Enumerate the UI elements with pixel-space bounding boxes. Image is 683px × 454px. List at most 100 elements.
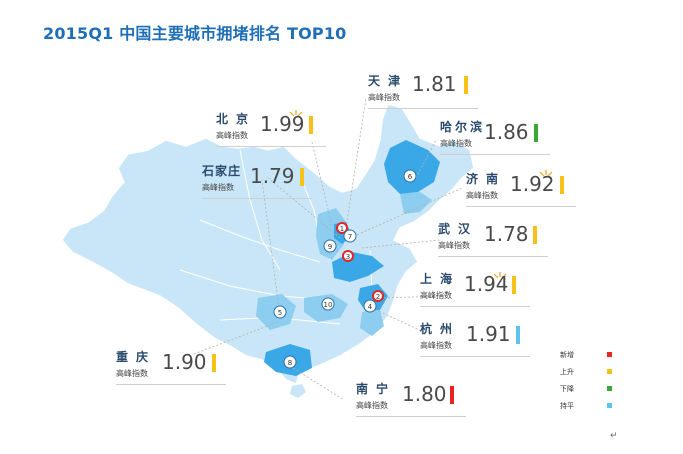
- legend-label: 新增: [560, 351, 574, 359]
- region-zhejiang: [360, 310, 384, 336]
- index-label: 高峰指数: [438, 241, 470, 250]
- index-value: 1.92: [510, 172, 555, 196]
- city-name: 杭州: [420, 322, 461, 336]
- divider: [420, 306, 530, 307]
- map-pins: 1 7 3 9 6 2 4 10 5 8: [273, 169, 417, 369]
- pin-8: 8: [283, 355, 297, 369]
- city-name: 武汉: [438, 222, 479, 236]
- legend-label: 上升: [560, 368, 574, 376]
- region-hebei: [316, 208, 346, 260]
- city-name: 上海: [420, 272, 461, 286]
- svg-text:6: 6: [408, 173, 413, 181]
- legend-label: 下降: [560, 385, 574, 393]
- svg-text:10: 10: [324, 301, 333, 309]
- pin-9: 9: [323, 239, 337, 253]
- status-bar: [450, 386, 454, 404]
- legend-label: 持平: [560, 402, 574, 410]
- card-nanning: 南宁 高峰指数 1.80: [356, 378, 466, 417]
- divider: [466, 206, 576, 207]
- region-jilin: [400, 192, 432, 214]
- status-bar: [534, 124, 538, 142]
- index-label: 高峰指数: [216, 131, 248, 140]
- index-value: 1.78: [484, 222, 529, 246]
- index-value: 1.80: [402, 382, 447, 406]
- hainan: [290, 384, 306, 398]
- status-bar: [533, 226, 537, 244]
- pin-10: 10: [321, 297, 335, 311]
- page-title: 2015Q1 中国主要城市拥堵排名 TOP10: [43, 24, 347, 43]
- legend-swatch: [607, 369, 612, 374]
- svg-text:8: 8: [288, 359, 292, 367]
- index-value: 1.90: [162, 350, 207, 374]
- divider: [420, 356, 530, 357]
- legend-swatch: [607, 403, 612, 408]
- pin-1: 1: [336, 222, 348, 234]
- city-name: 哈尔滨: [440, 120, 486, 134]
- card-chongqing: 重庆 高峰指数 1.90: [116, 346, 226, 385]
- svg-text:7: 7: [348, 233, 352, 241]
- index-label: 高峰指数: [202, 183, 234, 192]
- card-jinan: 济南 高峰指数 1.92: [466, 168, 576, 207]
- index-label: 高峰指数: [116, 369, 148, 378]
- svg-text:9: 9: [328, 243, 332, 251]
- index-value: 1.86: [484, 120, 529, 144]
- index-value: 1.94: [464, 272, 509, 296]
- card-shijiazhuang: 石家庄 高峰指数 1.79: [202, 160, 312, 199]
- city-name: 济南: [466, 172, 507, 186]
- card-wuhan: 武汉 高峰指数 1.78: [438, 218, 548, 257]
- legend-item-flat: 持平: [560, 401, 620, 414]
- card-harbin: 哈尔滨 高峰指数 1.86: [440, 116, 550, 155]
- status-bar: [309, 116, 313, 134]
- status-bar: [512, 276, 516, 294]
- status-bar: [212, 354, 216, 372]
- legend-item-up: 上升: [560, 367, 620, 380]
- city-name: 天津: [368, 74, 409, 88]
- divider: [368, 108, 478, 109]
- status-bar: [300, 168, 304, 186]
- index-label: 高峰指数: [368, 93, 400, 102]
- divider: [356, 416, 466, 417]
- city-name: 石家庄: [202, 164, 242, 178]
- legend-item-new: 新增: [560, 350, 620, 363]
- pin-5: 5: [273, 305, 287, 319]
- sun-icons: [289, 110, 553, 279]
- svg-text:1: 1: [340, 225, 344, 233]
- legend: 新增 上升 下降 持平: [560, 350, 620, 418]
- pin-6: 6: [403, 169, 417, 183]
- svg-text:3: 3: [346, 253, 350, 261]
- divider: [216, 146, 326, 147]
- svg-text:4: 4: [368, 303, 373, 311]
- divider: [202, 198, 312, 199]
- svg-text:5: 5: [278, 309, 282, 317]
- status-bar: [516, 326, 520, 344]
- leader-lines: [193, 97, 463, 401]
- pin-7: 7: [343, 229, 357, 243]
- card-tianjin: 天津 高峰指数 1.81: [368, 70, 478, 109]
- city-name: 北京: [216, 112, 257, 126]
- status-bar: [464, 76, 468, 94]
- pin-4: 4: [363, 299, 377, 313]
- pin-2: 2: [372, 290, 384, 302]
- card-beijing: 北京 高峰指数 1.99: [216, 108, 326, 147]
- region-heilongjiang: [384, 140, 440, 194]
- index-label: 高峰指数: [466, 191, 498, 200]
- status-bar: [560, 176, 564, 194]
- index-label: 高峰指数: [420, 291, 452, 300]
- index-label: 高峰指数: [356, 401, 388, 410]
- card-hangzhou: 杭州 高峰指数 1.91: [420, 318, 530, 357]
- city-name: 重庆: [116, 350, 157, 364]
- index-value: 1.91: [466, 322, 511, 346]
- divider: [116, 384, 226, 385]
- pin-3: 3: [342, 250, 354, 262]
- index-label: 高峰指数: [440, 139, 472, 148]
- city-name: 南宁: [356, 382, 397, 396]
- return-mark: ↵: [610, 431, 618, 441]
- divider: [438, 256, 548, 257]
- legend-item-down: 下降: [560, 384, 620, 397]
- index-value: 1.99: [260, 112, 305, 136]
- legend-swatch: [607, 386, 612, 391]
- index-label: 高峰指数: [420, 341, 452, 350]
- svg-text:2: 2: [376, 293, 380, 301]
- index-value: 1.79: [250, 164, 295, 188]
